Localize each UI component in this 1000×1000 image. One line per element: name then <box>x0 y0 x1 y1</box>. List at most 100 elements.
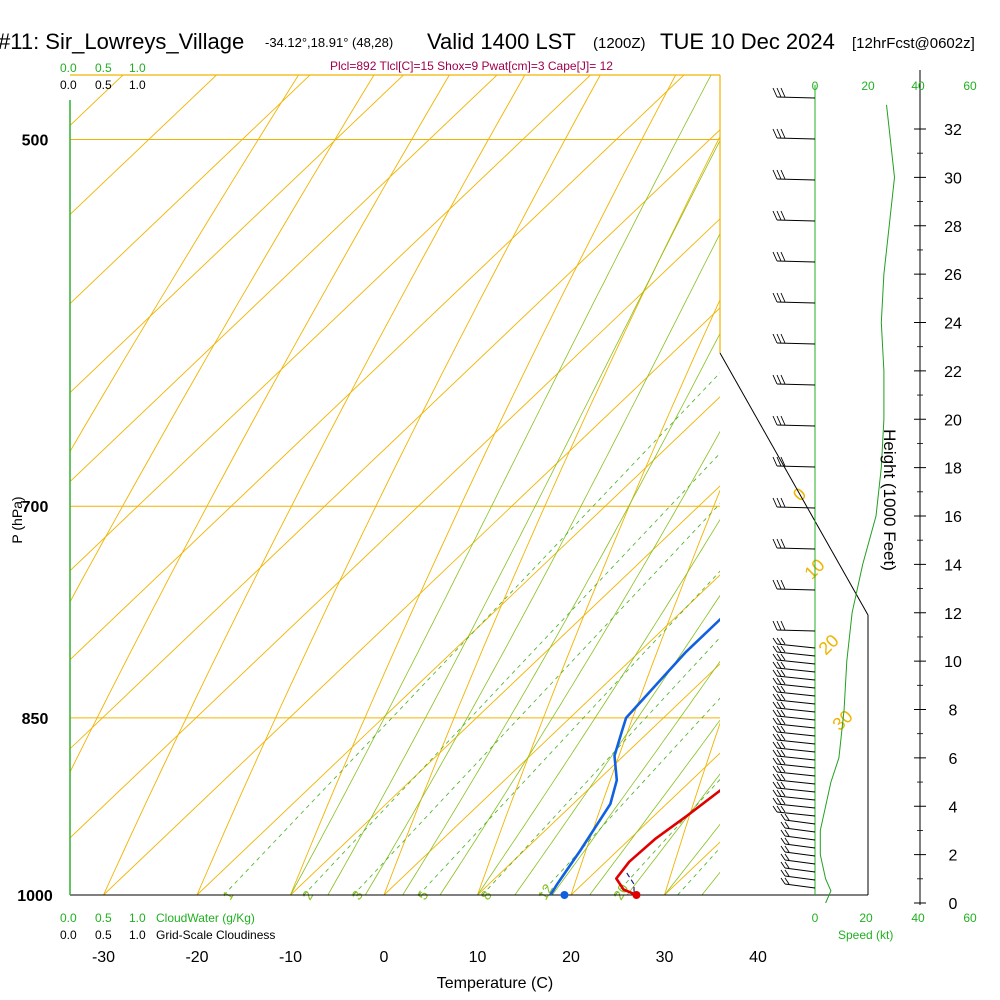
cloudwater-tick-bottom-0: 0.0 <box>60 911 77 925</box>
wind-barb <box>772 669 816 681</box>
wind-barb <box>772 757 816 769</box>
valid-zulu: (1200Z) <box>593 35 646 52</box>
isotherm-line <box>383 574 720 895</box>
cloudwater-tick-top-0: 0.0 <box>60 61 77 75</box>
isotherm-line <box>758 0 1000 895</box>
height-tick-label: 4 <box>949 799 958 816</box>
isotherm-line <box>70 75 685 661</box>
height-tick-label: 20 <box>944 412 962 429</box>
height-tick-label: 14 <box>944 557 962 574</box>
wind-barb <box>780 829 816 841</box>
dry-adiabat-line <box>196 75 601 895</box>
wind-barb <box>772 749 816 761</box>
wind-barb <box>772 717 816 729</box>
height-tick-label: 24 <box>944 316 962 333</box>
cloudwater-tick-bottom-2: 1.0 <box>129 911 146 925</box>
isotherm-line <box>852 0 1000 895</box>
x-axis-title: Temperature (C) <box>437 975 553 992</box>
x-tick-label: 0 <box>380 949 389 966</box>
surface-markers <box>560 891 641 899</box>
speed-tick-bottom-3: 60 <box>963 911 977 925</box>
background-lines <box>70 0 1000 895</box>
x-tick-label: -30 <box>92 949 115 966</box>
wind-barb <box>772 765 816 777</box>
wind-barb <box>772 661 816 673</box>
forecast-label: [12hrFcst@0602z] <box>852 35 975 52</box>
height-tick-label: 12 <box>944 606 962 623</box>
moist-adiabat-line <box>364 232 720 895</box>
height-tick-label: 16 <box>944 509 962 526</box>
wind-barb <box>780 813 816 825</box>
moist-adiabat-line <box>290 75 712 895</box>
wind-barb <box>772 725 816 737</box>
cloudwater-tick-bottom-1: 0.5 <box>95 911 112 925</box>
isotherm-line <box>70 75 124 127</box>
cloudiness-tick-bottom-2: 1.0 <box>129 928 146 942</box>
wind-barb <box>772 538 816 550</box>
x-tick-label: 40 <box>749 949 767 966</box>
wind-barb <box>772 251 816 263</box>
cloudiness-tick-top-0: 0.0 <box>60 78 77 92</box>
isotherm-line <box>70 75 592 572</box>
height-tick-label: 18 <box>944 461 962 478</box>
wind-barb <box>780 861 816 873</box>
height-tick-label: 32 <box>944 122 962 139</box>
speed-tick-bottom-0: 0 <box>812 911 819 925</box>
valid-date: TUE 10 Dec 2024 <box>660 29 835 54</box>
speed-label: Speed (kt) <box>838 928 893 942</box>
wind-barb <box>772 579 816 591</box>
moist-adiabat-line <box>402 332 720 895</box>
mixing-ratio-label: 12 <box>534 881 556 903</box>
wind-barb <box>780 821 816 833</box>
wind-barb <box>772 733 816 745</box>
wind-barb <box>772 789 816 801</box>
dry-adiabat-line <box>290 75 677 895</box>
dry-adiabat-line <box>852 0 1000 895</box>
axes: -30-20-100102030402503004005007008501000… <box>17 70 962 966</box>
dewpoint-profile <box>549 617 720 895</box>
height-tick-label: 26 <box>944 267 962 284</box>
mixing-ratio-line <box>539 697 720 895</box>
chart-header: #11: Sir_Lowreys_Village -34.12°,18.91° … <box>0 29 975 73</box>
height-tick-label: 2 <box>949 848 958 865</box>
isotherm-label: 20 <box>815 630 843 658</box>
y-axis-title: P (hPa) <box>9 496 25 543</box>
height-tick-label: 0 <box>949 896 958 913</box>
mixing-ratio-label: 20 <box>610 881 632 903</box>
pressure-tick-label: 850 <box>22 711 49 728</box>
sounding-indices: Plcl=892 Tlcl[C]=15 Shox=9 Pwat[cm]=3 Ca… <box>330 59 613 73</box>
wind-barb <box>772 781 816 793</box>
wind-barb <box>772 773 816 785</box>
parcel-path <box>626 872 635 893</box>
x-tick-label: -10 <box>279 949 302 966</box>
dry-adiabat-line <box>477 298 720 895</box>
mixing-ratio-line <box>482 636 720 895</box>
speed-tick-bottom-1: 20 <box>859 911 873 925</box>
wind-barb <box>772 292 816 304</box>
isotherm-line <box>196 396 720 895</box>
surface-dewpoint-marker <box>560 891 569 899</box>
cloud-scales: 0.0 0.5 1.0 0.0 0.5 1.0 0.0 0.5 1.0 Clou… <box>60 61 977 942</box>
wind-barb <box>772 637 816 649</box>
wind-barb <box>772 456 816 468</box>
mixing-ratio-line <box>614 778 720 895</box>
moist-adiabat-line <box>477 518 720 895</box>
background-line-labels: 1235812200102030100-10-20-30 <box>219 484 857 903</box>
wind-barb <box>772 685 816 697</box>
wind-barb <box>772 693 816 705</box>
height-tick-label: 28 <box>944 219 962 236</box>
cloudwater-label: CloudWater (g/Kg) <box>156 911 255 925</box>
isotherm-line <box>70 75 498 483</box>
wind-barbs <box>772 87 816 889</box>
isotherm-line <box>103 307 720 895</box>
moist-adiabat-line <box>439 430 720 895</box>
wind-barb <box>772 415 816 427</box>
isotherm-line <box>70 218 720 839</box>
height-tick-label: 10 <box>944 654 962 671</box>
wind-barb <box>780 837 816 849</box>
dry-adiabat-line <box>664 722 720 895</box>
isotherm-line <box>290 485 720 895</box>
wind-barb <box>772 128 816 140</box>
dry-adiabat-line <box>383 135 720 895</box>
